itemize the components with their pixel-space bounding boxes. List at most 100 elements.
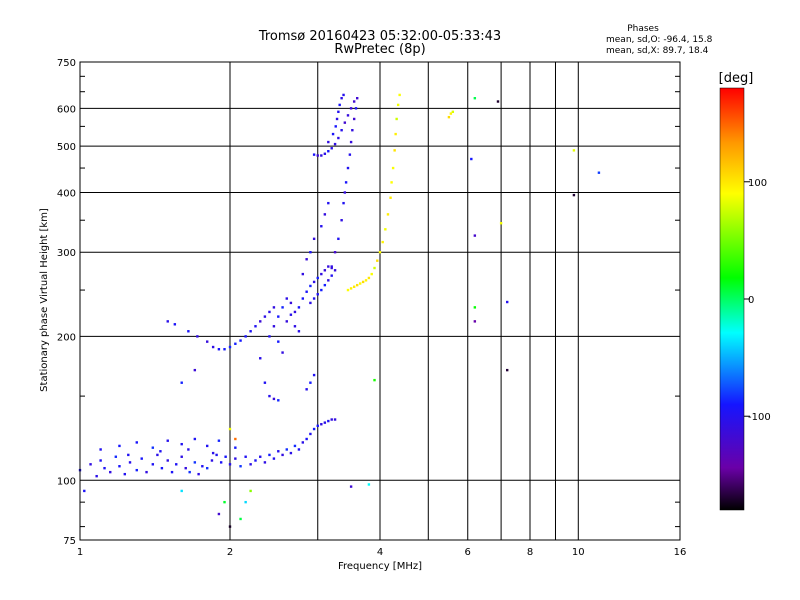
data-point [499, 222, 503, 225]
data-point [268, 310, 271, 314]
y-tick-label: 100 [57, 476, 76, 487]
colorbar-tick-label: 0 [748, 295, 754, 306]
colorbar-label: [deg] [719, 71, 754, 86]
data-point [254, 459, 257, 462]
data-point [193, 368, 197, 372]
chart-title: Tromsø 20160423 05:32:00-05:33:43 [258, 29, 501, 44]
data-point [180, 489, 183, 493]
data-point [244, 335, 247, 338]
data-point [333, 269, 337, 272]
data-point [355, 283, 359, 287]
data-point [320, 423, 323, 426]
data-point [114, 455, 118, 458]
data-point [349, 287, 353, 290]
data-point [272, 397, 276, 401]
data-point [309, 284, 312, 288]
data-point [367, 483, 371, 486]
data-point [140, 457, 143, 460]
data-point [228, 463, 232, 466]
data-point [323, 283, 327, 287]
data-point [335, 117, 339, 121]
data-point [337, 237, 340, 241]
data-point [285, 297, 288, 300]
data-point [244, 455, 247, 458]
data-point [390, 181, 393, 184]
data-point [320, 225, 323, 228]
data-point [346, 166, 350, 170]
data-point [217, 439, 221, 442]
data-point [351, 128, 354, 132]
data-point [342, 93, 345, 97]
data-point [259, 357, 262, 360]
data-point [312, 280, 316, 284]
data-point [263, 461, 267, 464]
data-point [297, 330, 301, 333]
data-point [330, 266, 333, 270]
data-point [289, 301, 293, 305]
data-point [396, 103, 400, 107]
data-point [205, 466, 209, 470]
data-point [193, 461, 197, 464]
data-point [330, 274, 333, 277]
data-point [187, 330, 190, 333]
data-point [327, 140, 330, 144]
data-point [373, 266, 376, 270]
data-point [505, 300, 509, 304]
data-point [166, 320, 169, 323]
data-point [187, 448, 190, 451]
data-point [389, 196, 392, 199]
data-point [223, 348, 226, 351]
data-point [384, 228, 387, 231]
data-point [135, 441, 138, 444]
data-point [316, 293, 319, 296]
data-point [398, 93, 401, 97]
data-point [496, 100, 500, 103]
data-point [327, 279, 330, 282]
data-point [352, 100, 356, 103]
data-point [333, 418, 337, 421]
data-point [281, 351, 284, 354]
data-point [320, 272, 323, 276]
grid-lines [79, 61, 681, 541]
axis-ticks: 1 2 4 6 8 10 16 75 100 200 300 400 500 600 750 [57, 58, 686, 558]
data-point [343, 121, 347, 124]
data-point [376, 259, 379, 262]
data-point [188, 470, 191, 474]
data-point [312, 153, 316, 156]
data-point [364, 279, 368, 282]
y-tick-label: 600 [57, 104, 76, 115]
data-point [312, 373, 316, 377]
data-point [289, 313, 293, 316]
data-point [320, 154, 323, 157]
data-point [123, 472, 126, 476]
colorbar [719, 87, 745, 511]
data-point [349, 140, 353, 144]
data-point [228, 427, 232, 431]
data-point [333, 251, 337, 254]
data-point [211, 345, 215, 349]
data-point [333, 142, 337, 146]
data-point [128, 461, 132, 464]
data-point [391, 166, 395, 170]
data-point [346, 114, 350, 117]
data-point [109, 470, 112, 474]
data-point [327, 265, 330, 268]
data-point [447, 115, 451, 119]
data-points [78, 93, 601, 528]
data-point [249, 489, 252, 493]
y-tick-label: 750 [57, 58, 76, 69]
data-point [277, 399, 280, 402]
data-point [224, 455, 227, 458]
data-point [205, 444, 209, 448]
data-point [316, 276, 319, 280]
x-tick-label: 16 [674, 547, 687, 558]
x-axis-label: Frequency [MHz] [338, 561, 422, 572]
data-point [228, 525, 232, 528]
data-point [309, 432, 312, 436]
data-point [331, 132, 335, 136]
data-point [320, 288, 323, 292]
data-point [234, 457, 237, 460]
data-point [170, 470, 174, 474]
data-point [367, 276, 371, 280]
data-point [349, 485, 353, 488]
